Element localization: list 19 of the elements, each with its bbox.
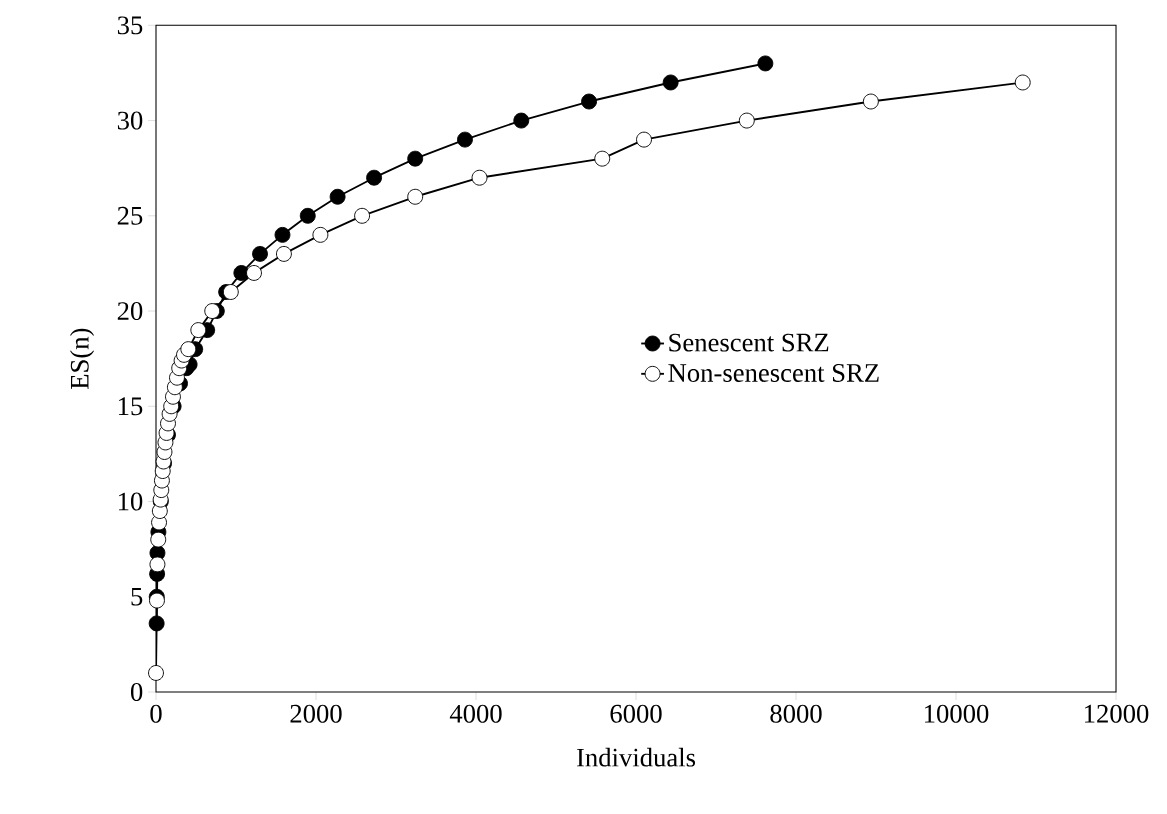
y-axis-title: ES(n) — [69, 328, 95, 389]
y-tick-label: 35 — [117, 16, 143, 35]
y-tick-label: 20 — [117, 302, 143, 321]
legend-label: Senescent SRZ — [669, 333, 829, 352]
x-tick-label: 10000 — [925, 704, 989, 723]
x-tick-label: 12000 — [1085, 704, 1149, 723]
x-tick-label: 0 — [150, 704, 162, 723]
y-tick-label: 15 — [118, 397, 143, 416]
legend-label: Non-senescent SRZ — [668, 364, 879, 382]
x-tick-label: 6000 — [610, 704, 662, 723]
y-tick-label: 10 — [118, 492, 143, 511]
y-tick-label: 0 — [130, 683, 143, 701]
x-axis-title: Individuals — [576, 747, 696, 767]
y-tick-label: 30 — [117, 111, 143, 130]
y-tick-label: 5 — [131, 587, 143, 606]
x-tick-label: 4000 — [449, 704, 502, 723]
y-tick-label: 25 — [117, 206, 143, 225]
x-tick-label: 2000 — [290, 704, 342, 723]
x-tick-label: 8000 — [770, 704, 822, 723]
